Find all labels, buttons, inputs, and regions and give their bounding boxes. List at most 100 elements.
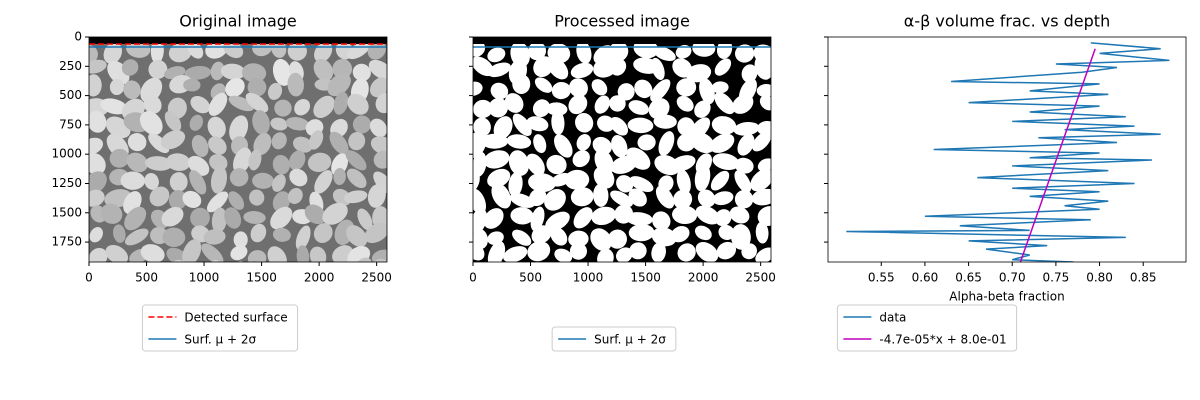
grain	[751, 188, 771, 206]
grain	[370, 77, 387, 98]
grain	[509, 193, 535, 208]
grain	[737, 133, 755, 156]
grain	[741, 243, 757, 260]
grain	[139, 111, 163, 136]
grain	[346, 168, 367, 188]
grain	[347, 41, 371, 60]
x-tick-label: 0.60	[912, 271, 939, 285]
grain	[210, 61, 225, 81]
grain	[572, 150, 590, 168]
x-tick-label: 0.55	[868, 271, 895, 285]
grain	[568, 230, 589, 248]
grain	[570, 62, 594, 79]
grain	[534, 77, 553, 93]
grain	[100, 98, 128, 115]
grain	[89, 152, 106, 175]
grain	[140, 77, 163, 103]
grain	[267, 246, 287, 262]
grain	[757, 120, 771, 136]
grain	[530, 206, 545, 232]
grain	[480, 133, 509, 149]
grain	[527, 241, 551, 262]
plot-area	[846, 42, 1170, 262]
grain	[182, 239, 202, 262]
grain	[554, 134, 573, 158]
grain	[295, 225, 311, 251]
axes-frame	[827, 36, 1187, 263]
y-tick-label: 1000	[51, 147, 82, 161]
x-axis-label: Alpha-beta fraction	[949, 290, 1064, 304]
grain	[229, 115, 249, 143]
grain	[628, 224, 655, 242]
grain	[121, 59, 139, 76]
grain	[730, 224, 751, 250]
legend-box	[141, 304, 299, 352]
grain	[270, 206, 293, 230]
grain	[711, 116, 737, 135]
grain	[332, 58, 353, 79]
grain	[144, 173, 159, 190]
grain	[313, 58, 334, 82]
grain	[695, 241, 719, 262]
grain	[532, 99, 551, 118]
grain	[568, 94, 588, 115]
grain	[734, 44, 755, 63]
grain	[564, 169, 590, 190]
x-tick-label: 0.65	[955, 271, 982, 285]
surface-strip	[473, 37, 771, 44]
grain	[491, 183, 512, 209]
grain	[650, 79, 671, 102]
grain	[370, 136, 387, 156]
grain	[346, 225, 368, 247]
grain	[211, 207, 227, 233]
grain	[651, 57, 665, 81]
grain	[670, 155, 696, 172]
grain	[573, 207, 593, 229]
grain	[183, 78, 201, 92]
grain	[347, 93, 369, 115]
y-tick-label: 750	[59, 117, 82, 131]
grain	[109, 78, 125, 96]
x-tick-label: 2500	[361, 271, 392, 285]
grain	[569, 78, 588, 98]
grain	[714, 58, 732, 76]
grain	[160, 130, 186, 150]
grain	[651, 227, 677, 247]
grain	[592, 136, 612, 155]
grain	[248, 149, 262, 171]
grain	[590, 228, 612, 251]
grain	[322, 202, 348, 225]
grain	[750, 169, 771, 192]
grain	[676, 96, 694, 112]
grain	[352, 63, 371, 82]
grain	[348, 131, 366, 151]
grain	[89, 110, 107, 133]
y-tick-label: 1500	[51, 205, 82, 219]
grain	[109, 148, 130, 168]
grain	[757, 158, 771, 172]
grain	[144, 156, 173, 171]
grain	[375, 92, 387, 114]
x-tick-label: 2000	[688, 271, 719, 285]
legend: Surf. μ + 2σ	[551, 326, 677, 352]
grain	[367, 40, 386, 60]
grain	[488, 97, 509, 118]
grain	[506, 134, 532, 149]
grain	[628, 100, 649, 115]
grain	[272, 191, 291, 212]
grain	[716, 241, 737, 260]
grain	[149, 186, 170, 207]
grain	[233, 231, 248, 248]
grain	[124, 228, 149, 246]
grain	[597, 248, 614, 262]
grain	[140, 244, 165, 262]
grain	[473, 240, 485, 261]
grain	[617, 83, 635, 101]
grain	[292, 136, 313, 153]
grain	[343, 190, 368, 204]
grain	[716, 39, 733, 59]
grain	[373, 150, 387, 169]
grain	[551, 110, 565, 135]
grain	[755, 247, 771, 262]
grain	[546, 102, 568, 116]
